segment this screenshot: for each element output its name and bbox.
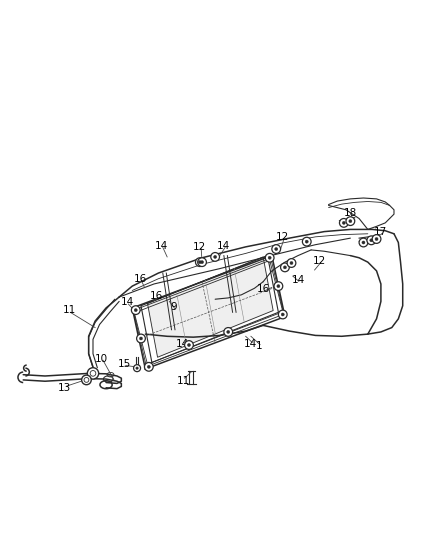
- Circle shape: [200, 261, 203, 264]
- Circle shape: [286, 259, 295, 268]
- Circle shape: [271, 245, 280, 253]
- Circle shape: [84, 377, 88, 382]
- Circle shape: [361, 241, 364, 244]
- Circle shape: [210, 253, 219, 261]
- Circle shape: [371, 235, 380, 244]
- Circle shape: [187, 343, 190, 346]
- Circle shape: [135, 367, 138, 369]
- Circle shape: [278, 310, 286, 319]
- Text: 16: 16: [256, 284, 269, 294]
- Circle shape: [289, 262, 292, 264]
- Text: 18: 18: [343, 208, 356, 219]
- Text: 14: 14: [120, 297, 133, 307]
- Circle shape: [268, 256, 271, 259]
- Circle shape: [281, 313, 284, 316]
- Polygon shape: [147, 257, 272, 357]
- Circle shape: [134, 309, 137, 312]
- Circle shape: [342, 221, 345, 224]
- Circle shape: [302, 237, 311, 246]
- Circle shape: [273, 282, 282, 290]
- Circle shape: [87, 368, 99, 379]
- Circle shape: [369, 239, 372, 242]
- Text: 1: 1: [255, 341, 261, 351]
- Text: 13: 13: [58, 383, 71, 393]
- Circle shape: [131, 306, 140, 314]
- Circle shape: [280, 263, 289, 272]
- Circle shape: [366, 236, 375, 245]
- Circle shape: [197, 258, 206, 266]
- Circle shape: [358, 238, 367, 247]
- Text: 9: 9: [170, 302, 177, 312]
- Text: 16: 16: [149, 291, 162, 301]
- Text: 12: 12: [193, 242, 206, 252]
- Circle shape: [304, 240, 307, 243]
- Text: 10: 10: [95, 354, 108, 364]
- Circle shape: [136, 334, 145, 343]
- Circle shape: [144, 362, 153, 371]
- Circle shape: [226, 330, 229, 334]
- Circle shape: [223, 328, 232, 336]
- Circle shape: [213, 255, 216, 259]
- Circle shape: [276, 285, 279, 288]
- Circle shape: [265, 253, 273, 262]
- Circle shape: [147, 365, 150, 368]
- Text: 11: 11: [62, 305, 75, 315]
- Circle shape: [90, 370, 95, 376]
- Text: 14: 14: [291, 274, 304, 285]
- Circle shape: [374, 238, 377, 240]
- Circle shape: [184, 341, 193, 350]
- Circle shape: [198, 261, 201, 264]
- Circle shape: [195, 258, 204, 266]
- Text: 14: 14: [244, 339, 257, 349]
- Text: 14: 14: [155, 240, 168, 251]
- Text: 17: 17: [374, 227, 387, 237]
- Circle shape: [339, 219, 347, 227]
- Circle shape: [345, 217, 354, 225]
- Text: 14: 14: [217, 240, 230, 251]
- Text: 14: 14: [175, 339, 189, 349]
- Text: 12: 12: [276, 232, 289, 243]
- Circle shape: [274, 247, 277, 251]
- Circle shape: [283, 266, 286, 269]
- Text: 15: 15: [117, 359, 131, 369]
- Circle shape: [348, 220, 351, 223]
- Circle shape: [139, 337, 142, 340]
- Circle shape: [81, 375, 91, 385]
- Text: 12: 12: [312, 256, 326, 266]
- Circle shape: [133, 365, 140, 372]
- Text: 16: 16: [133, 274, 146, 284]
- Text: 11: 11: [177, 376, 190, 386]
